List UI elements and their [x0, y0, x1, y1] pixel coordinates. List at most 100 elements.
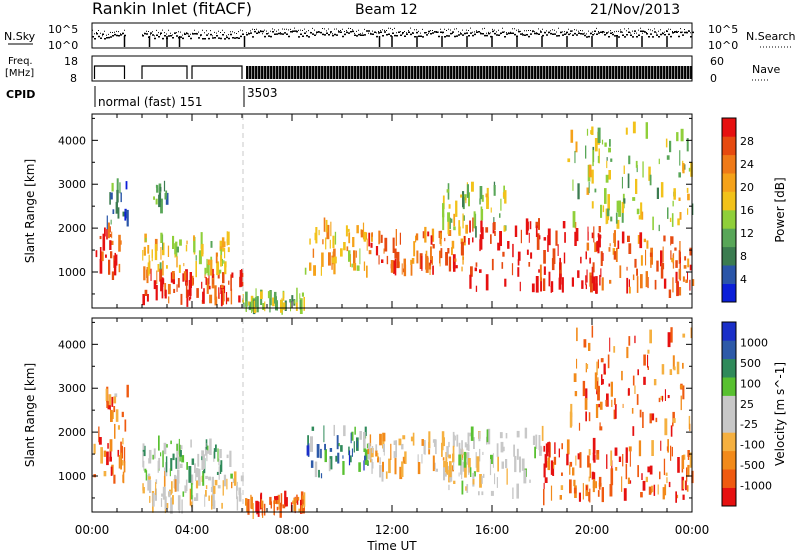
heatmap-cell [432, 265, 434, 275]
colorbar-swatch [722, 450, 736, 470]
heatmap-cell [494, 473, 496, 485]
heatmap-cell [106, 400, 109, 408]
heatmap-cell [214, 296, 218, 306]
heatmap-cell [304, 267, 307, 275]
heatmap-cell [607, 194, 610, 211]
heatmap-cell [369, 434, 372, 447]
heatmap-cell [155, 479, 158, 484]
heatmap-cell [149, 495, 151, 503]
heatmap-cell [441, 431, 445, 445]
heatmap-cell [223, 474, 227, 487]
nsky-right-tick-top: 10^5 [708, 23, 738, 36]
heatmap-cell [689, 452, 692, 468]
heatmap-cell [110, 409, 113, 422]
colorbar-tick-label: 4 [740, 273, 747, 286]
heatmap-cell [443, 460, 446, 472]
heatmap-cell [413, 241, 416, 257]
heatmap-cell [585, 251, 587, 260]
heatmap-cell [654, 279, 657, 290]
heatmap-cell [628, 336, 631, 346]
heatmap-cell [205, 490, 207, 497]
heatmap-cell [685, 480, 687, 491]
heatmap-cell [638, 215, 642, 220]
heatmap-cell [309, 238, 311, 245]
colorbar-swatch [722, 210, 736, 229]
heatmap-cell [587, 455, 590, 468]
heatmap-cell [531, 283, 535, 293]
heatmap-cell [609, 337, 611, 352]
heatmap-cell [144, 468, 147, 473]
heatmap-cell [462, 215, 465, 221]
heatmap-cell [577, 453, 580, 460]
heatmap-cell [610, 450, 613, 466]
heatmap-cell [478, 491, 480, 496]
heatmap-cell [110, 192, 113, 200]
heatmap-cell [380, 234, 383, 243]
heatmap-cell [310, 436, 313, 452]
colorbar-swatch [722, 322, 736, 341]
heatmap-cell [382, 432, 386, 442]
heatmap-cell [501, 461, 504, 469]
nave-label: Nave [752, 63, 780, 76]
heatmap-cell [425, 250, 428, 261]
heatmap-cell [377, 456, 379, 463]
heatmap-cell [544, 454, 548, 468]
heatmap-cell [314, 232, 317, 241]
heatmap-cell [107, 443, 109, 449]
heatmap-cell [209, 438, 212, 455]
heatmap-cell [621, 206, 624, 223]
heatmap-cell [601, 374, 603, 385]
heatmap-cell [658, 224, 660, 232]
heatmap-cell [597, 359, 599, 369]
heatmap-cell [485, 193, 489, 198]
heatmap-cell [113, 474, 116, 484]
heatmap-cell [494, 230, 496, 236]
heatmap-cell [296, 500, 299, 505]
heatmap-cell [118, 263, 121, 273]
heatmap-cell [597, 490, 600, 497]
y-tick-label: 2000 [58, 426, 86, 439]
heatmap-cell [622, 454, 624, 467]
colorbar-swatch [722, 358, 736, 378]
heatmap-cell [113, 396, 117, 404]
heatmap-cell [393, 440, 397, 445]
heatmap-cell [435, 439, 437, 455]
heatmap-cell [672, 411, 675, 423]
heatmap-cell [111, 231, 113, 239]
heatmap-cell [480, 220, 483, 233]
heatmap-cell [228, 280, 230, 285]
heatmap-cell [468, 238, 470, 245]
heatmap-cell [490, 207, 492, 213]
heatmap-cell [472, 217, 474, 232]
heatmap-cell [470, 426, 474, 441]
heatmap-cell [592, 437, 596, 454]
heatmap-cell [657, 484, 659, 495]
heatmap-cell [176, 443, 179, 459]
heatmap-cell [460, 194, 463, 198]
heatmap-cell [186, 240, 188, 245]
heatmap-cell [415, 235, 417, 243]
heatmap-cell [404, 453, 407, 461]
heatmap-cell [215, 252, 218, 264]
heatmap-cell [444, 473, 447, 477]
heatmap-cell [557, 244, 559, 256]
heatmap-cell [202, 291, 205, 303]
colorbar-swatch [722, 414, 736, 433]
heatmap-cell [213, 448, 216, 459]
heatmap-cell [99, 258, 103, 274]
heatmap-cell [354, 426, 356, 435]
heatmap-cell [347, 228, 350, 232]
heatmap-cell [153, 280, 157, 290]
heatmap-cell [381, 465, 384, 482]
heatmap-cell [211, 476, 214, 489]
heatmap-cell [101, 251, 104, 262]
heatmap-cell [363, 231, 367, 242]
heatmap-cell [232, 478, 235, 484]
heatmap-cell [321, 252, 324, 267]
heatmap-cell [207, 450, 210, 454]
heatmap-cell [226, 478, 228, 490]
heatmap-cell [368, 250, 372, 255]
heatmap-cell [171, 271, 175, 280]
heatmap-cell [676, 361, 680, 375]
heatmap-cell [687, 208, 689, 215]
